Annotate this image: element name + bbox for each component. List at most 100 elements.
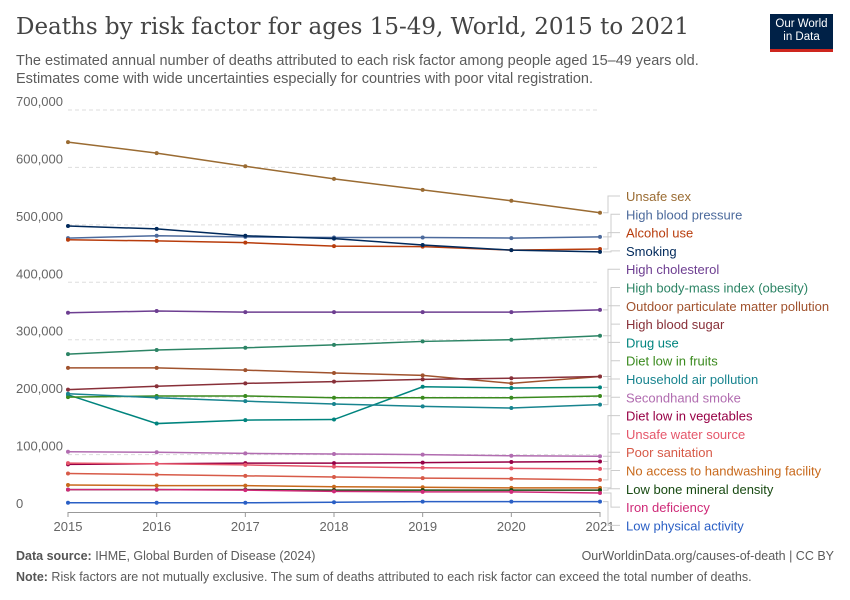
data-point [598, 374, 602, 379]
data-point [66, 483, 70, 488]
data-point [66, 237, 70, 242]
data-point [420, 452, 425, 457]
source-url[interactable]: OurWorldinData.org/causes-of-death | CC … [581, 549, 834, 563]
legend-connector [603, 396, 620, 457]
data-point [509, 460, 514, 465]
legend-connector [603, 488, 620, 491]
data-point [332, 402, 336, 407]
data-point [332, 464, 336, 469]
data-point [598, 459, 602, 464]
y-tick-label: 100,000 [16, 439, 63, 454]
data-point [243, 164, 248, 169]
x-tick-label: 2017 [231, 519, 260, 534]
x-tick-label: 2016 [142, 519, 171, 534]
data-point [243, 310, 248, 315]
data-point [154, 500, 159, 505]
legend-label: Poor sanitation [626, 445, 713, 460]
data-point [598, 454, 602, 459]
legend-label: Low bone mineral density [626, 482, 774, 497]
data-point [154, 233, 159, 238]
data-point [154, 472, 159, 477]
y-tick-label: 400,000 [16, 266, 63, 281]
legend-label: High blood sugar [626, 317, 725, 332]
data-point [66, 461, 70, 466]
data-point [509, 236, 514, 241]
data-point [243, 473, 248, 478]
data-point [420, 476, 425, 481]
y-tick-label: 300,000 [16, 324, 63, 339]
data-point [509, 466, 514, 471]
data-point [154, 421, 159, 426]
data-point [598, 246, 602, 251]
data-point [598, 249, 602, 254]
data-point [332, 500, 336, 505]
data-point [509, 406, 514, 411]
legend-connector [603, 470, 620, 489]
owid-logo[interactable]: Our World in Data [770, 14, 833, 52]
data-point [598, 307, 602, 312]
data-point [420, 242, 425, 247]
legend-connector [603, 323, 620, 377]
data-point [154, 487, 159, 492]
legend-connector [603, 287, 620, 337]
data-point [332, 395, 336, 400]
data-point [66, 352, 70, 357]
data-point [154, 461, 159, 466]
data-point [420, 404, 425, 409]
legend-connector [603, 195, 620, 214]
data-point [154, 450, 159, 455]
x-tick-label: 2018 [320, 519, 349, 534]
data-point [66, 365, 70, 370]
legend-label: Outdoor particulate matter pollution [626, 299, 829, 314]
data-point [243, 451, 248, 456]
data-point [243, 483, 248, 488]
data-point [332, 310, 336, 315]
x-tick-label: 2019 [408, 519, 437, 534]
data-point [243, 345, 248, 350]
data-point [509, 385, 514, 390]
data-point [243, 233, 248, 238]
data-point [598, 499, 602, 504]
data-point [509, 198, 514, 203]
legend-label: Iron deficiency [626, 500, 710, 515]
legend-label: Low physical activity [626, 518, 744, 533]
chart-title: Deaths by risk factor for ages 15-49, Wo… [16, 14, 690, 40]
data-source: Data source: IHME, Global Burden of Dise… [16, 549, 315, 563]
source-text: IHME, Global Burden of Disease (2024) [91, 549, 316, 563]
data-point [509, 376, 514, 381]
data-point [154, 238, 159, 243]
data-point [598, 385, 602, 390]
data-point [66, 140, 70, 145]
data-point [154, 309, 159, 313]
data-point [154, 226, 159, 231]
legend-connector [603, 360, 620, 397]
x-tick-label: 2020 [497, 519, 526, 534]
legend-label: Unsafe sex [626, 189, 692, 204]
chart-subtitle: The estimated annual number of deaths at… [16, 53, 699, 87]
data-point [598, 333, 602, 338]
data-point [509, 476, 514, 481]
legend-connector [603, 378, 620, 406]
data-point [598, 477, 602, 482]
data-point [420, 235, 425, 240]
data-point [243, 381, 248, 386]
x-tick-label: 2021 [586, 519, 615, 534]
data-point [598, 393, 602, 398]
y-tick-label: 500,000 [16, 209, 63, 224]
legend-label: Diet low in fruits [626, 354, 718, 369]
data-point [420, 499, 425, 504]
legend-label: Smoking [626, 244, 677, 259]
legend-label: Diet low in vegetables [626, 409, 753, 424]
data-point [598, 210, 602, 215]
data-point [332, 379, 336, 384]
data-point [332, 236, 336, 241]
data-point [509, 499, 514, 504]
data-point [66, 391, 70, 396]
data-point [420, 489, 425, 494]
data-point [66, 500, 70, 505]
data-point [332, 474, 336, 479]
legend-connector [603, 232, 620, 250]
y-tick-label: 200,000 [16, 381, 63, 396]
data-point [66, 310, 70, 315]
